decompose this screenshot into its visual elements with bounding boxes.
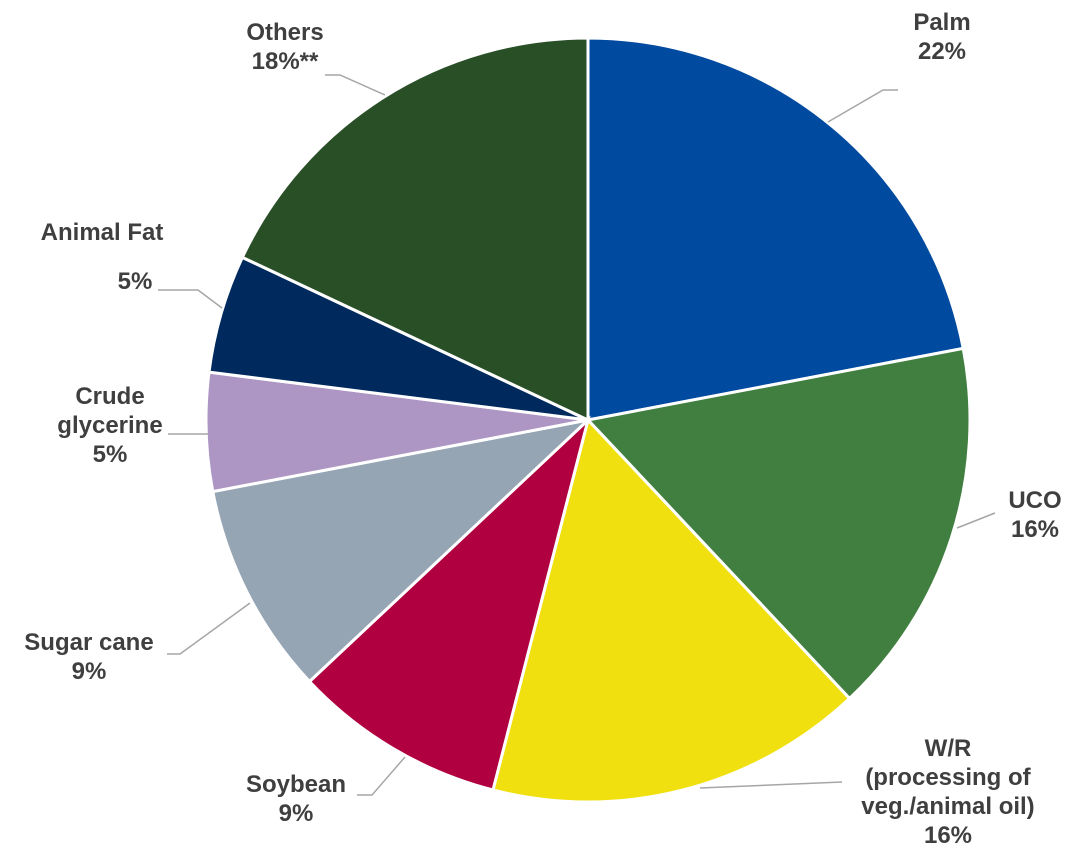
slice-label: UCO 16% (1008, 487, 1061, 543)
leader-line (325, 74, 386, 96)
slice-label: Sugar cane 9% (24, 629, 153, 685)
slice-label: Soybean 9% (246, 771, 346, 827)
pie-slice-uco (585, 346, 972, 701)
slice-label-percent: 22% (918, 38, 966, 65)
leader-line (357, 756, 406, 796)
slice-label-percent: 5% (118, 268, 153, 295)
pie-slice-w-r-processing-of-veg-animal-oil (491, 416, 852, 804)
pie-slices (204, 36, 972, 804)
slice-label-name: Others (246, 19, 323, 46)
leader-line (827, 89, 898, 123)
pie-slice-soybean (307, 415, 591, 792)
leader-line (956, 512, 996, 529)
slice-label-name: veg./animal oil) (861, 793, 1034, 820)
slice-label-name: (processing of (865, 764, 1031, 791)
slice-label: Palm 22% (913, 9, 970, 65)
leader-line (167, 602, 251, 655)
slice-labels: Palm 22%UCO 16%W/R (processing of veg./anima… (24, 9, 1061, 846)
leader-line (699, 781, 843, 789)
slice-label-percent: 9% (279, 800, 314, 827)
slice-label-percent: 9% (72, 658, 107, 685)
slice-label-name: Crude (75, 383, 144, 410)
slice-label-percent: 5% (93, 441, 128, 468)
slice-label-name: Sugar cane (24, 629, 153, 656)
slice-label: Crude glycerine 5% (57, 383, 162, 468)
slice-label: Animal Fat 5% (41, 219, 164, 295)
slice-label-name: Animal Fat (41, 219, 164, 246)
slice-label-name: glycerine (57, 412, 162, 439)
slice-label-percent: 16% (924, 822, 972, 846)
slice-label-percent: 16% (1011, 516, 1059, 543)
slice-label-name: W/R (925, 735, 972, 762)
leader-line (158, 289, 223, 309)
slice-label: Others 18%** (246, 19, 323, 75)
pie-slice-sugar-cane (211, 417, 593, 684)
slice-label: W/R (processing of veg./animal oil) 16% (861, 735, 1034, 846)
slice-label-name: Palm (913, 9, 970, 36)
pie-slice-others (240, 36, 590, 423)
slice-label-percent: 18%** (252, 48, 319, 75)
pie-slice-palm (586, 36, 965, 422)
slice-label-name: UCO (1008, 487, 1061, 514)
leader-lines (158, 74, 996, 796)
slice-label-name: Soybean (246, 771, 346, 798)
